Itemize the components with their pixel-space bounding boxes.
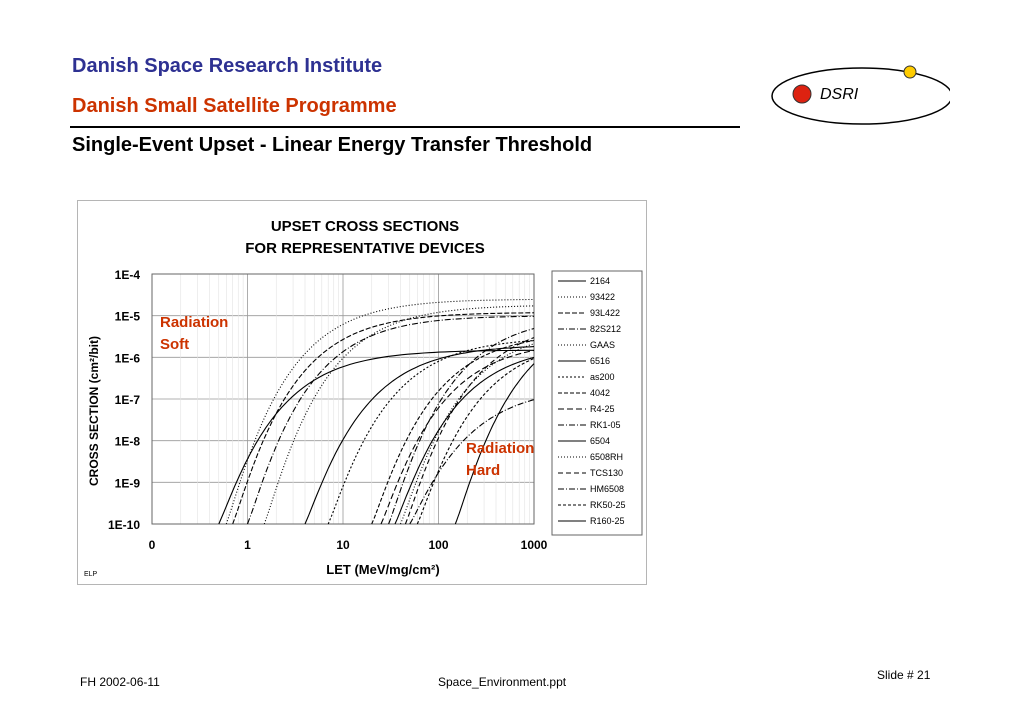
legend-box <box>551 270 643 536</box>
slide-title: Single-Event Upset - Linear Energy Trans… <box>72 134 593 156</box>
chart-title-line-2: FOR REPRESENTATIVE DEVICES <box>245 240 484 257</box>
series-line-RK50-25 <box>416 357 535 525</box>
series-line-82S212 <box>246 315 534 525</box>
y-tick-label: 1E-4 <box>115 268 141 282</box>
series-line-6516 <box>304 346 535 525</box>
chart-title-line-1: UPSET CROSS SECTIONS <box>271 218 459 235</box>
radiation-hard-line-2: Hard <box>466 462 501 479</box>
y-tick-label: 1E-5 <box>115 310 141 324</box>
y-tick-label: 1E-10 <box>108 518 140 532</box>
legend-label: R160-25 <box>590 516 625 526</box>
legend-label: 2164 <box>590 276 610 286</box>
dsri-logo <box>771 65 950 125</box>
figure-tag: ELP <box>84 571 98 578</box>
legend-label: R4-25 <box>590 404 615 414</box>
y-tick-label: 1E-9 <box>115 476 141 490</box>
radiation-soft-line-2: Soft <box>160 336 190 353</box>
x-tick-label: 10 <box>336 538 350 552</box>
footer-author-date: FH 2002-06-11 <box>80 675 160 689</box>
legend-label: RK1-05 <box>590 420 621 430</box>
x-tick-label: 1000 <box>521 538 548 552</box>
logo-orbit-ellipse <box>771 67 950 125</box>
logo-red-dot <box>792 84 812 104</box>
series-line-as200 <box>327 340 535 525</box>
legend-label: 93422 <box>590 292 615 302</box>
series-line-R4-25 <box>380 349 535 525</box>
chart-svg: UPSET CROSS SECTIONS FOR REPRESENTATIVE … <box>84 218 643 578</box>
legend-label: 82S212 <box>590 324 621 334</box>
legend-label: GAAS <box>590 340 615 350</box>
logo-text: DSRI <box>820 86 859 103</box>
logo-yellow-dot <box>903 65 917 79</box>
radiation-soft-line-1: Radiation <box>160 314 229 331</box>
series-line-TCS130 <box>404 337 535 525</box>
x-tick-label: 0 <box>149 538 156 552</box>
institute-title: Danish Space Research Institute <box>72 55 383 77</box>
y-tick-label: 1E-6 <box>115 351 141 365</box>
legend-label: TCS130 <box>590 468 623 478</box>
series-line-GAAS <box>263 305 535 525</box>
legend-label: 6508RH <box>590 452 623 462</box>
x-tick-label: 1 <box>244 538 251 552</box>
y-tick-label: 1E-7 <box>115 393 141 407</box>
legend-label: 4042 <box>590 388 610 398</box>
radiation-soft-label: Radiation Soft <box>160 312 228 356</box>
legend-label: HM6508 <box>590 484 624 494</box>
footer-slide-number: Slide # 21 <box>877 668 931 682</box>
programme-title: Danish Small Satellite Programme <box>72 95 397 117</box>
series-line-4042 <box>371 339 535 525</box>
series-line-R160-25 <box>454 363 535 525</box>
y-tick-label: 1E-8 <box>115 435 141 449</box>
y-axis-label: CROSS SECTION (cm²/bit) <box>87 336 101 486</box>
legend-label: 93L422 <box>590 308 620 318</box>
plot-frame <box>151 273 535 525</box>
x-tick-label: 100 <box>428 538 448 552</box>
series-line-93L422 <box>232 312 534 525</box>
legend-label: 6516 <box>590 356 610 366</box>
series-line-6504 <box>394 356 535 525</box>
footer-filename: Space_Environment.ppt <box>438 675 567 689</box>
series-line-RK1-05 <box>388 327 535 525</box>
title-rule <box>70 126 740 128</box>
legend-label: as200 <box>590 372 615 382</box>
legend-label: 6504 <box>590 436 610 446</box>
radiation-hard-label: Radiation Hard <box>466 438 534 482</box>
chart-figure: UPSET CROSS SECTIONS FOR REPRESENTATIVE … <box>77 200 647 585</box>
radiation-hard-line-1: Radiation <box>466 440 535 457</box>
series-line-HM6508 <box>409 399 535 525</box>
series-line-93422 <box>225 298 534 525</box>
x-axis-label: LET (MeV/mg/cm²) <box>326 562 439 577</box>
legend-label: RK50-25 <box>590 500 626 510</box>
